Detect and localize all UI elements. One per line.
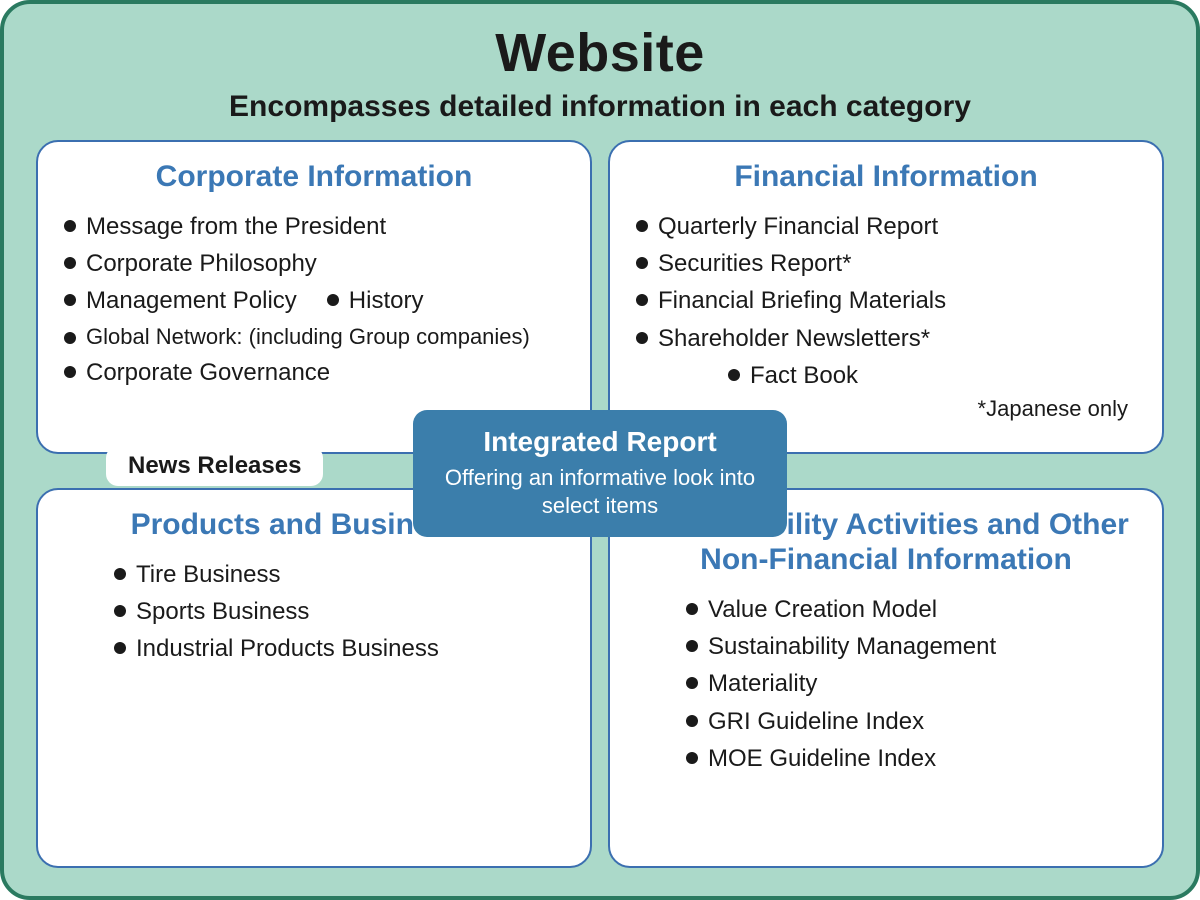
- card-corporate-information: Corporate Information Message from the P…: [36, 140, 592, 454]
- integrated-report-box: Integrated Report Offering an informativ…: [413, 410, 787, 537]
- item-list: Message from the President Corporate Phi…: [62, 208, 566, 282]
- list-item: Tire Business: [112, 556, 566, 593]
- quadrant-grid: Corporate Information Message from the P…: [36, 140, 1164, 868]
- list-item: GRI Guideline Index: [684, 703, 1138, 740]
- item-list: Quarterly Financial Report Securities Re…: [634, 208, 1138, 394]
- page-subtitle: Encompasses detailed information in each…: [36, 90, 1164, 124]
- card-sustainability: Sustainability Activities and Other Non-…: [608, 488, 1164, 868]
- website-frame: Website Encompasses detailed information…: [0, 0, 1200, 900]
- card-title: Corporate Information: [62, 160, 566, 194]
- item-row: Management Policy History: [62, 282, 566, 319]
- title-line: Non-Financial Information: [700, 543, 1072, 576]
- list-item: Management Policy: [62, 282, 297, 319]
- item-list: Tire Business Sports Business Industrial…: [62, 556, 566, 668]
- list-item: Industrial Products Business: [112, 630, 566, 667]
- center-title: Integrated Report: [427, 426, 773, 458]
- list-item: Corporate Philosophy: [62, 245, 566, 282]
- news-releases-label: News Releases: [106, 446, 323, 486]
- list-item: Materiality: [684, 665, 1138, 702]
- list-item: Securities Report*: [634, 245, 1138, 282]
- card-title: Financial Information: [634, 160, 1138, 194]
- list-item: Global Network: (including Group compani…: [62, 320, 566, 354]
- page-title: Website: [36, 22, 1164, 84]
- item-list: Global Network: (including Group compani…: [62, 320, 566, 391]
- list-item: History: [325, 282, 424, 319]
- list-item: Quarterly Financial Report: [634, 208, 1138, 245]
- list-item: Message from the President: [62, 208, 566, 245]
- card-products-businesses: Products and Businesses Tire Business Sp…: [36, 488, 592, 868]
- list-item: MOE Guideline Index: [684, 740, 1138, 777]
- list-item: Corporate Governance: [62, 354, 566, 391]
- list-item: Sustainability Management: [684, 628, 1138, 665]
- list-item: Value Creation Model: [684, 591, 1138, 628]
- item-list: Value Creation Model Sustainability Mana…: [634, 591, 1138, 777]
- list-item-indent: Fact Book: [726, 357, 1138, 394]
- card-financial-information: Financial Information Quarterly Financia…: [608, 140, 1164, 454]
- list-item: Financial Briefing Materials: [634, 282, 1138, 319]
- header: Website Encompasses detailed information…: [36, 22, 1164, 124]
- list-item: Shareholder Newsletters*: [634, 320, 1138, 357]
- center-subtitle: Offering an informative look into select…: [427, 464, 773, 519]
- list-item: Sports Business: [112, 593, 566, 630]
